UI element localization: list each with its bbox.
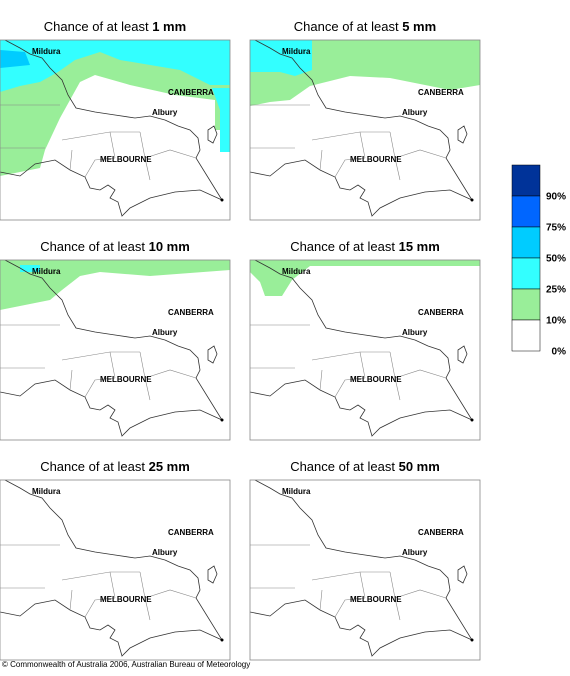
place-label: Mildura: [282, 47, 311, 56]
place-label: MELBOURNE: [350, 155, 402, 164]
legend-swatch: [511, 319, 541, 352]
place-label: MELBOURNE: [100, 155, 152, 164]
coast-point: [470, 418, 474, 422]
place-label: CANBERRA: [418, 88, 464, 97]
legend-swatch: [511, 257, 541, 290]
legend-swatch: [511, 226, 541, 259]
legend-label: 50%: [546, 254, 566, 265]
title-amount: 5 mm: [402, 19, 436, 34]
title-amount: 15 mm: [399, 239, 440, 254]
map-area: [0, 480, 224, 657]
title-amount: 1 mm: [152, 19, 186, 34]
map-area: [250, 40, 480, 217]
map-area: [250, 260, 480, 437]
map-frame: [249, 479, 481, 661]
copyright: © Commonwealth of Australia 2006, Austra…: [2, 660, 250, 669]
place-label: Mildura: [32, 267, 61, 276]
rain-probability-area: [0, 50, 30, 68]
map-frame: [249, 39, 481, 221]
place-label: CANBERRA: [168, 308, 214, 317]
legend-swatch: [511, 288, 541, 321]
title-text: Chance of at least: [290, 239, 395, 254]
title-text: Chance of at least: [40, 239, 145, 254]
coast-point: [470, 638, 474, 642]
panel-title: Chance of at least 50 mm: [290, 459, 440, 474]
place-label: Mildura: [282, 487, 311, 496]
title-amount: 10 mm: [149, 239, 190, 254]
rain-probability-area: [20, 265, 40, 272]
place-label: CANBERRA: [418, 308, 464, 317]
panel-title: Chance of at least 25 mm: [40, 459, 190, 474]
title-text: Chance of at least: [294, 19, 399, 34]
map-frame: [249, 259, 481, 441]
place-label: Albury: [152, 548, 178, 557]
map-area: [250, 480, 474, 657]
place-label: Mildura: [282, 267, 311, 276]
legend-label: 25%: [546, 285, 566, 296]
map-panel: Mildura CANBERRA Albury MELBOURNE: [249, 39, 481, 221]
map-outline: [0, 480, 223, 657]
rain-probability-area: [250, 260, 480, 296]
map-area: [0, 260, 230, 437]
coast-point: [220, 198, 224, 202]
title-text: Chance of at least: [290, 459, 395, 474]
map-panel: Mildura CANBERRA Albury MELBOURNE: [249, 259, 481, 441]
place-label: MELBOURNE: [100, 375, 152, 384]
legend-label: 10%: [546, 316, 566, 327]
map-outline: [250, 480, 473, 657]
title-text: Chance of at least: [44, 19, 149, 34]
legend-label: 75%: [546, 223, 566, 234]
title-amount: 25 mm: [149, 459, 190, 474]
coast-point: [470, 198, 474, 202]
coast-point: [220, 638, 224, 642]
map-frame: [0, 479, 231, 661]
place-label: CANBERRA: [418, 528, 464, 537]
place-label: Albury: [402, 548, 428, 557]
rain-probability-area: [250, 40, 312, 76]
place-label: MELBOURNE: [350, 595, 402, 604]
place-label: Albury: [402, 108, 428, 117]
rain-probability-area: [0, 40, 230, 92]
title-text: Chance of at least: [40, 459, 145, 474]
map-panel: Mildura CANBERRA Albury MELBOURNE: [0, 479, 231, 661]
rain-probability-area: [0, 40, 230, 176]
legend-label: 0%: [552, 347, 567, 358]
rain-probability-area: [0, 260, 230, 310]
coast-point: [220, 418, 224, 422]
panel-title: Chance of at least 5 mm: [294, 19, 436, 34]
panel-title: Chance of at least 1 mm: [44, 19, 186, 34]
legend-swatch: [511, 164, 541, 197]
map-frame: [0, 259, 231, 441]
map-panel: Mildura CANBERRA Albury MELBOURNE: [0, 39, 231, 221]
place-label: MELBOURNE: [350, 375, 402, 384]
legend-label: 90%: [546, 192, 566, 203]
panel-title: Chance of at least 10 mm: [40, 239, 190, 254]
map-panel: Mildura CANBERRA Albury MELBOURNE: [249, 479, 481, 661]
place-label: MELBOURNE: [100, 595, 152, 604]
place-label: Albury: [402, 328, 428, 337]
map-panel: Mildura CANBERRA Albury MELBOURNE: [0, 259, 231, 441]
place-label: Mildura: [32, 47, 61, 56]
place-label: Albury: [152, 108, 178, 117]
map-area: [0, 40, 230, 217]
place-label: Albury: [152, 328, 178, 337]
map-frame: [0, 39, 231, 221]
legend-swatch: [511, 195, 541, 228]
place-label: CANBERRA: [168, 88, 214, 97]
place-label: Mildura: [32, 487, 61, 496]
rain-probability-area: [212, 88, 230, 152]
place-label: CANBERRA: [168, 528, 214, 537]
panel-title: Chance of at least 15 mm: [290, 239, 440, 254]
title-amount: 50 mm: [399, 459, 440, 474]
